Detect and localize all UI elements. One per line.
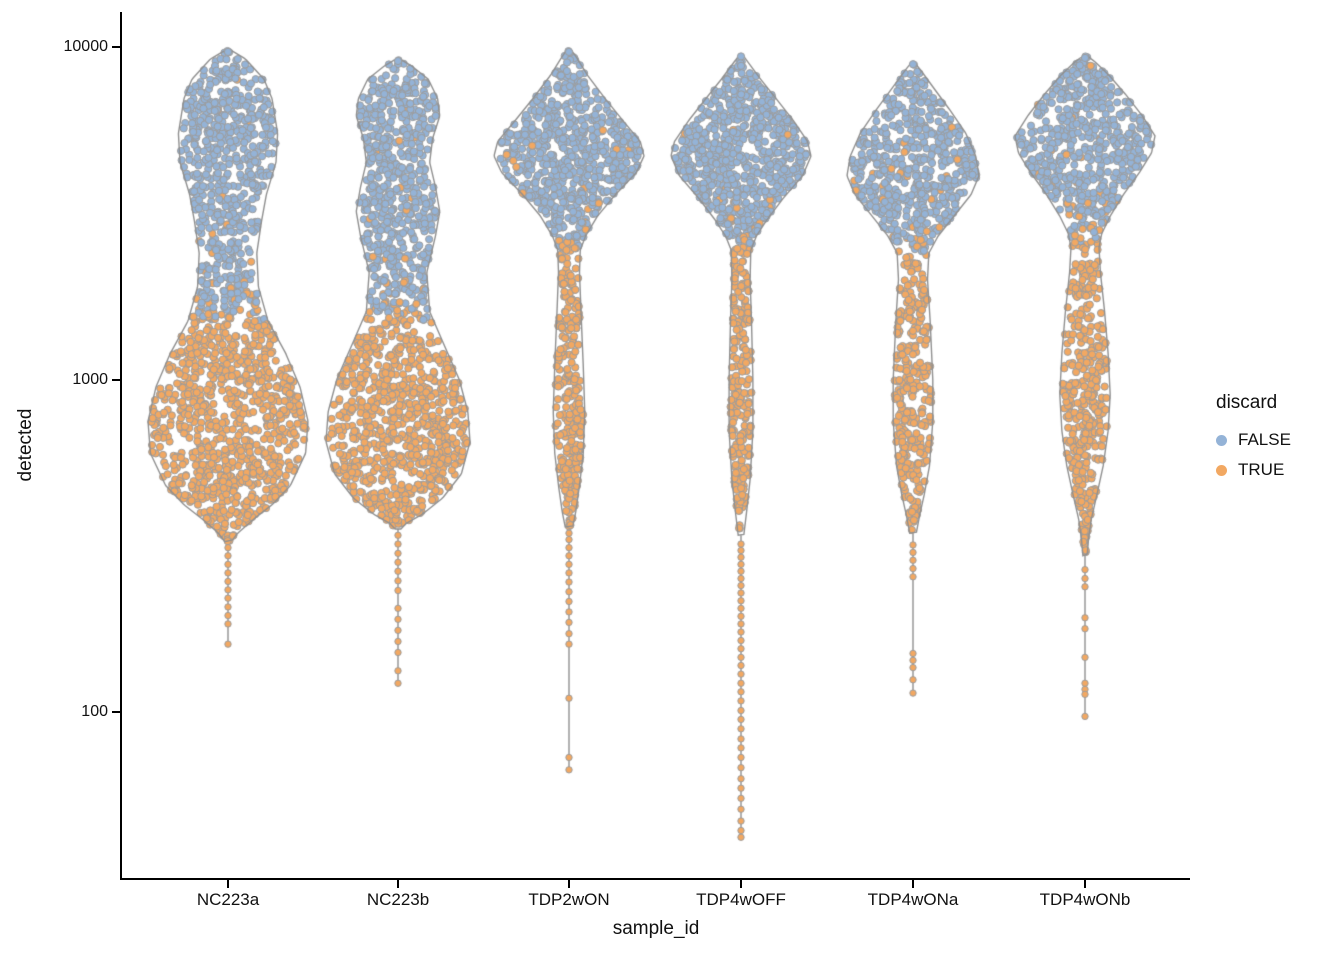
x-tick-mark bbox=[740, 880, 742, 888]
x-tick-label: TDP2wON bbox=[528, 890, 610, 909]
legend-title: discard bbox=[1216, 392, 1278, 413]
legend-item-false[interactable]: FALSE bbox=[1216, 430, 1291, 450]
legend-label-true: TRUE bbox=[1238, 460, 1285, 479]
y-axis-title: detected bbox=[15, 408, 36, 482]
y-axis-line bbox=[120, 12, 122, 880]
legend-key-true-icon bbox=[1216, 464, 1227, 476]
legend-label-false: FALSE bbox=[1238, 430, 1291, 449]
legend-key-false-icon bbox=[1216, 434, 1227, 446]
x-tick-label: NC223a bbox=[196, 890, 260, 909]
legend: discard FALSE TRUE bbox=[1216, 392, 1291, 490]
y-tick-mark bbox=[112, 378, 120, 381]
y-tick-label: 100 bbox=[81, 703, 108, 720]
legend-item-true[interactable]: TRUE bbox=[1216, 460, 1291, 480]
x-axis-title: sample_id bbox=[612, 918, 700, 939]
y-tick-label: 10000 bbox=[63, 38, 109, 55]
x-tick-mark bbox=[912, 880, 914, 888]
y-tick-mark bbox=[112, 46, 120, 48]
x-tick-mark bbox=[227, 880, 229, 888]
x-axis-line bbox=[120, 878, 1190, 880]
x-tick-mark bbox=[568, 880, 570, 888]
y-tick-mark bbox=[112, 711, 120, 713]
y-tick-label: 1000 bbox=[72, 370, 108, 388]
x-tick-label: TDP4wOFF bbox=[696, 890, 786, 909]
x-tick-label: TDP4wONa bbox=[867, 890, 959, 909]
x-tick-mark bbox=[1084, 880, 1086, 888]
x-tick-label: NC223b bbox=[366, 890, 430, 909]
x-tick-mark bbox=[397, 880, 399, 888]
x-tick-label: TDP4wONb bbox=[1039, 890, 1131, 909]
